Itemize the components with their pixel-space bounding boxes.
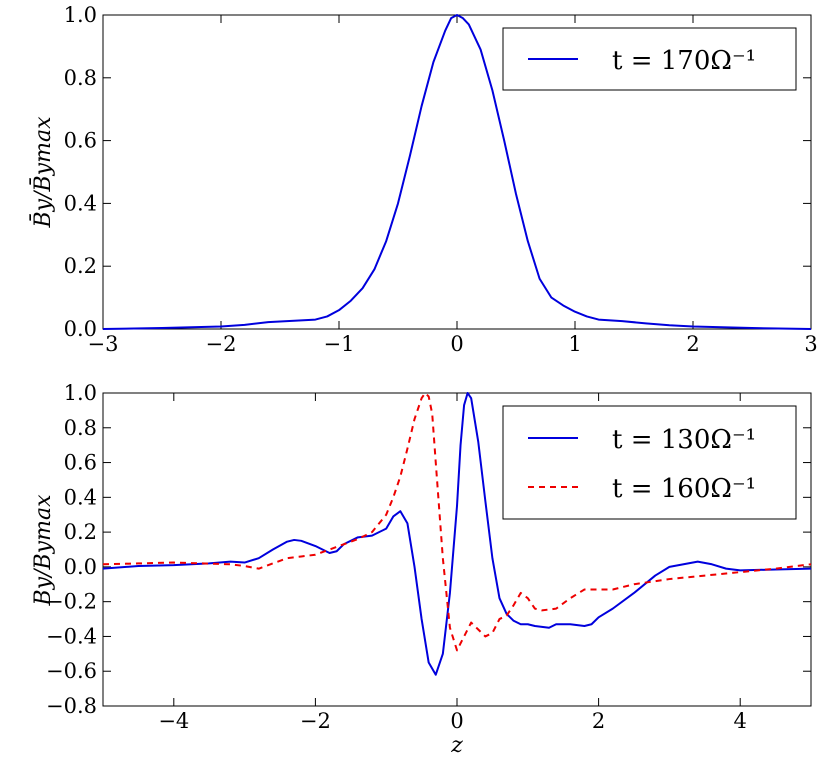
bottom-y-tick-label: −0.2 (46, 590, 97, 614)
top-y-tick-label: 0.8 (64, 66, 97, 90)
top-y-tick-label: 0.0 (64, 317, 97, 341)
bottom-x-axis-label: z (450, 733, 463, 758)
top-x-tick-label: −3 (88, 332, 119, 356)
bottom-y-tick-label: −0.8 (46, 694, 97, 718)
top-y-axis-label: B̄y/B̄ymax (29, 116, 56, 229)
bottom-panel: −4 −2 0 2 4 −0.8 −0.6 −0.4 −0.2 0.0 0.2 0.4 0.6 0.8 1… (31, 381, 812, 758)
top-y-tick-label: 0.4 (64, 191, 97, 215)
bottom-y-tick-label: 0.6 (64, 451, 97, 475)
top-x-tick-label: 2 (686, 332, 699, 356)
top-legend-label: t = 170Ω⁻¹ (612, 46, 756, 76)
top-x-ticks: −3 −2 −1 0 1 2 3 (88, 15, 818, 356)
bottom-y-axis-label: By/Bymax (31, 494, 56, 607)
top-x-tick-label: −1 (324, 332, 355, 356)
bottom-y-tick-label: 0.8 (64, 416, 97, 440)
bottom-series-lines (102, 392, 812, 676)
bottom-y-tick-label: 0.0 (64, 555, 97, 579)
bottom-y-tick-label: 0.2 (64, 520, 97, 544)
bottom-x-tick-label: 2 (592, 709, 605, 733)
top-panel: −3 −2 −1 0 1 2 3 0.0 0.2 0.4 0.6 0.8 1.0 t = 170Ω⁻¹… (29, 3, 818, 356)
top-y-ticks: 0.0 0.2 0.4 0.6 0.8 1.0 (64, 3, 811, 341)
bottom-y-tick-label: −0.6 (46, 659, 97, 683)
top-x-tick-label: 3 (804, 332, 817, 356)
top-x-tick-label: 0 (450, 332, 463, 356)
bottom-legend: t = 130Ω⁻¹ t = 160Ω⁻¹ (502, 405, 797, 520)
bottom-y-tick-label: −0.4 (46, 624, 97, 648)
bottom-legend-label-130: t = 130Ω⁻¹ (612, 425, 756, 455)
bottom-y-tick-label: 0.4 (64, 485, 97, 509)
bottom-x-ticks: −4 −2 0 2 4 (158, 393, 747, 733)
bottom-legend-label-160: t = 160Ω⁻¹ (612, 474, 756, 504)
top-x-tick-label: −2 (206, 332, 237, 356)
top-y-tick-label: 0.2 (64, 254, 97, 278)
bottom-x-tick-label: −2 (300, 709, 331, 733)
top-legend: t = 170Ω⁻¹ (502, 27, 797, 91)
bottom-series-line-0 (102, 392, 812, 676)
bottom-x-tick-label: 4 (734, 709, 747, 733)
bottom-series-line-1 (102, 392, 812, 652)
bottom-y-ticks: −0.8 −0.6 −0.4 −0.2 0.0 0.2 0.4 0.6 0.8 1.0 (46, 381, 811, 718)
bottom-x-tick-label: −4 (158, 709, 189, 733)
bottom-x-tick-label: 0 (450, 709, 463, 733)
top-x-tick-label: 1 (568, 332, 581, 356)
bottom-legend-box (502, 405, 797, 520)
top-y-tick-label: 1.0 (64, 3, 97, 27)
top-series-line-0 (102, 14, 812, 330)
top-y-tick-label: 0.6 (64, 129, 97, 153)
top-series-lines (102, 14, 812, 330)
bottom-y-tick-label: 1.0 (64, 381, 97, 405)
